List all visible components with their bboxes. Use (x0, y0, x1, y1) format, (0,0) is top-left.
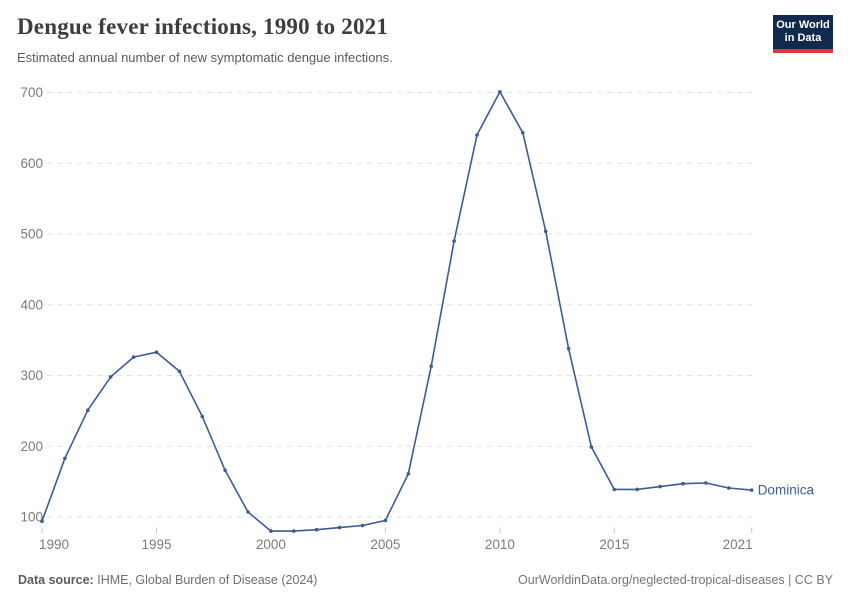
data-point-2001[interactable] (292, 529, 296, 533)
data-point-1991[interactable] (63, 456, 67, 461)
data-point-2003[interactable] (337, 525, 342, 530)
data-point-2008[interactable] (452, 239, 456, 243)
chart-subtitle: Estimated annual number of new symptomat… (17, 50, 393, 65)
y-axis-label-100: 100 (20, 510, 43, 525)
series-label-dominica[interactable]: Dominica (758, 483, 815, 498)
data-line-dominica[interactable] (41, 91, 753, 532)
data-point-1999[interactable] (246, 510, 250, 514)
y-axis-label-600: 600 (20, 156, 43, 171)
chart-footer: Data source: IHME, Global Burden of Dise… (0, 573, 850, 587)
x-axis-label-2021: 2021 (723, 537, 753, 552)
y-axis-label-500: 500 (20, 227, 43, 242)
y-axis-label-400: 400 (20, 297, 43, 312)
data-point-2013[interactable] (566, 346, 571, 351)
data-point-2004[interactable] (360, 523, 365, 528)
owid-logo: Our World in Data (773, 15, 833, 53)
data-point-2015[interactable] (612, 487, 617, 492)
x-axis-label-1995: 1995 (141, 537, 171, 552)
data-point-2005[interactable] (383, 518, 388, 523)
data-point-1994[interactable] (131, 355, 136, 359)
data-source-label: Data source: (18, 573, 94, 587)
data-point-2019[interactable] (704, 481, 708, 485)
data-point-2011[interactable] (521, 131, 525, 135)
x-axis-label-2005: 2005 (370, 537, 400, 552)
attribution-text: OurWorldinData.org/neglected-tropical-di… (518, 573, 833, 587)
data-point-2010[interactable] (498, 90, 502, 94)
data-source: Data source: IHME, Global Burden of Dise… (18, 573, 317, 587)
owid-logo-line2: in Data (784, 32, 822, 44)
y-axis-label-200: 200 (20, 439, 43, 454)
data-point-1995[interactable] (154, 350, 159, 355)
data-point-1997[interactable] (200, 414, 205, 419)
chart-title: Dengue fever infections, 1990 to 2021 (17, 14, 389, 39)
data-point-2016[interactable] (635, 487, 639, 492)
data-point-2002[interactable] (314, 527, 319, 532)
data-source-text: IHME, Global Burden of Disease (2024) (97, 573, 318, 587)
data-point-2012[interactable] (543, 229, 548, 233)
y-axis-label-300: 300 (20, 368, 43, 383)
data-point-1998[interactable] (223, 468, 227, 473)
x-axis-label-2015: 2015 (599, 537, 629, 552)
data-point-2021[interactable] (749, 488, 754, 492)
x-axis-label-1990: 1990 (39, 537, 69, 552)
data-point-2006[interactable] (406, 472, 411, 476)
data-point-2000[interactable] (269, 529, 273, 533)
y-axis-label-700: 700 (20, 85, 43, 100)
data-point-1992[interactable] (86, 408, 90, 413)
data-point-2014[interactable] (589, 445, 594, 449)
owid-logo-line1: Our World (776, 19, 830, 31)
data-point-2018[interactable] (681, 481, 685, 486)
x-axis-label-2010: 2010 (485, 537, 515, 552)
data-point-1996[interactable] (177, 369, 182, 374)
data-point-2017[interactable] (658, 484, 662, 489)
data-point-2007[interactable] (429, 364, 434, 369)
data-point-2009[interactable] (475, 133, 479, 137)
data-point-1990[interactable] (40, 519, 44, 523)
x-axis-label-2000: 2000 (256, 537, 286, 552)
data-point-1993[interactable] (108, 375, 113, 379)
data-point-2020[interactable] (727, 486, 731, 490)
